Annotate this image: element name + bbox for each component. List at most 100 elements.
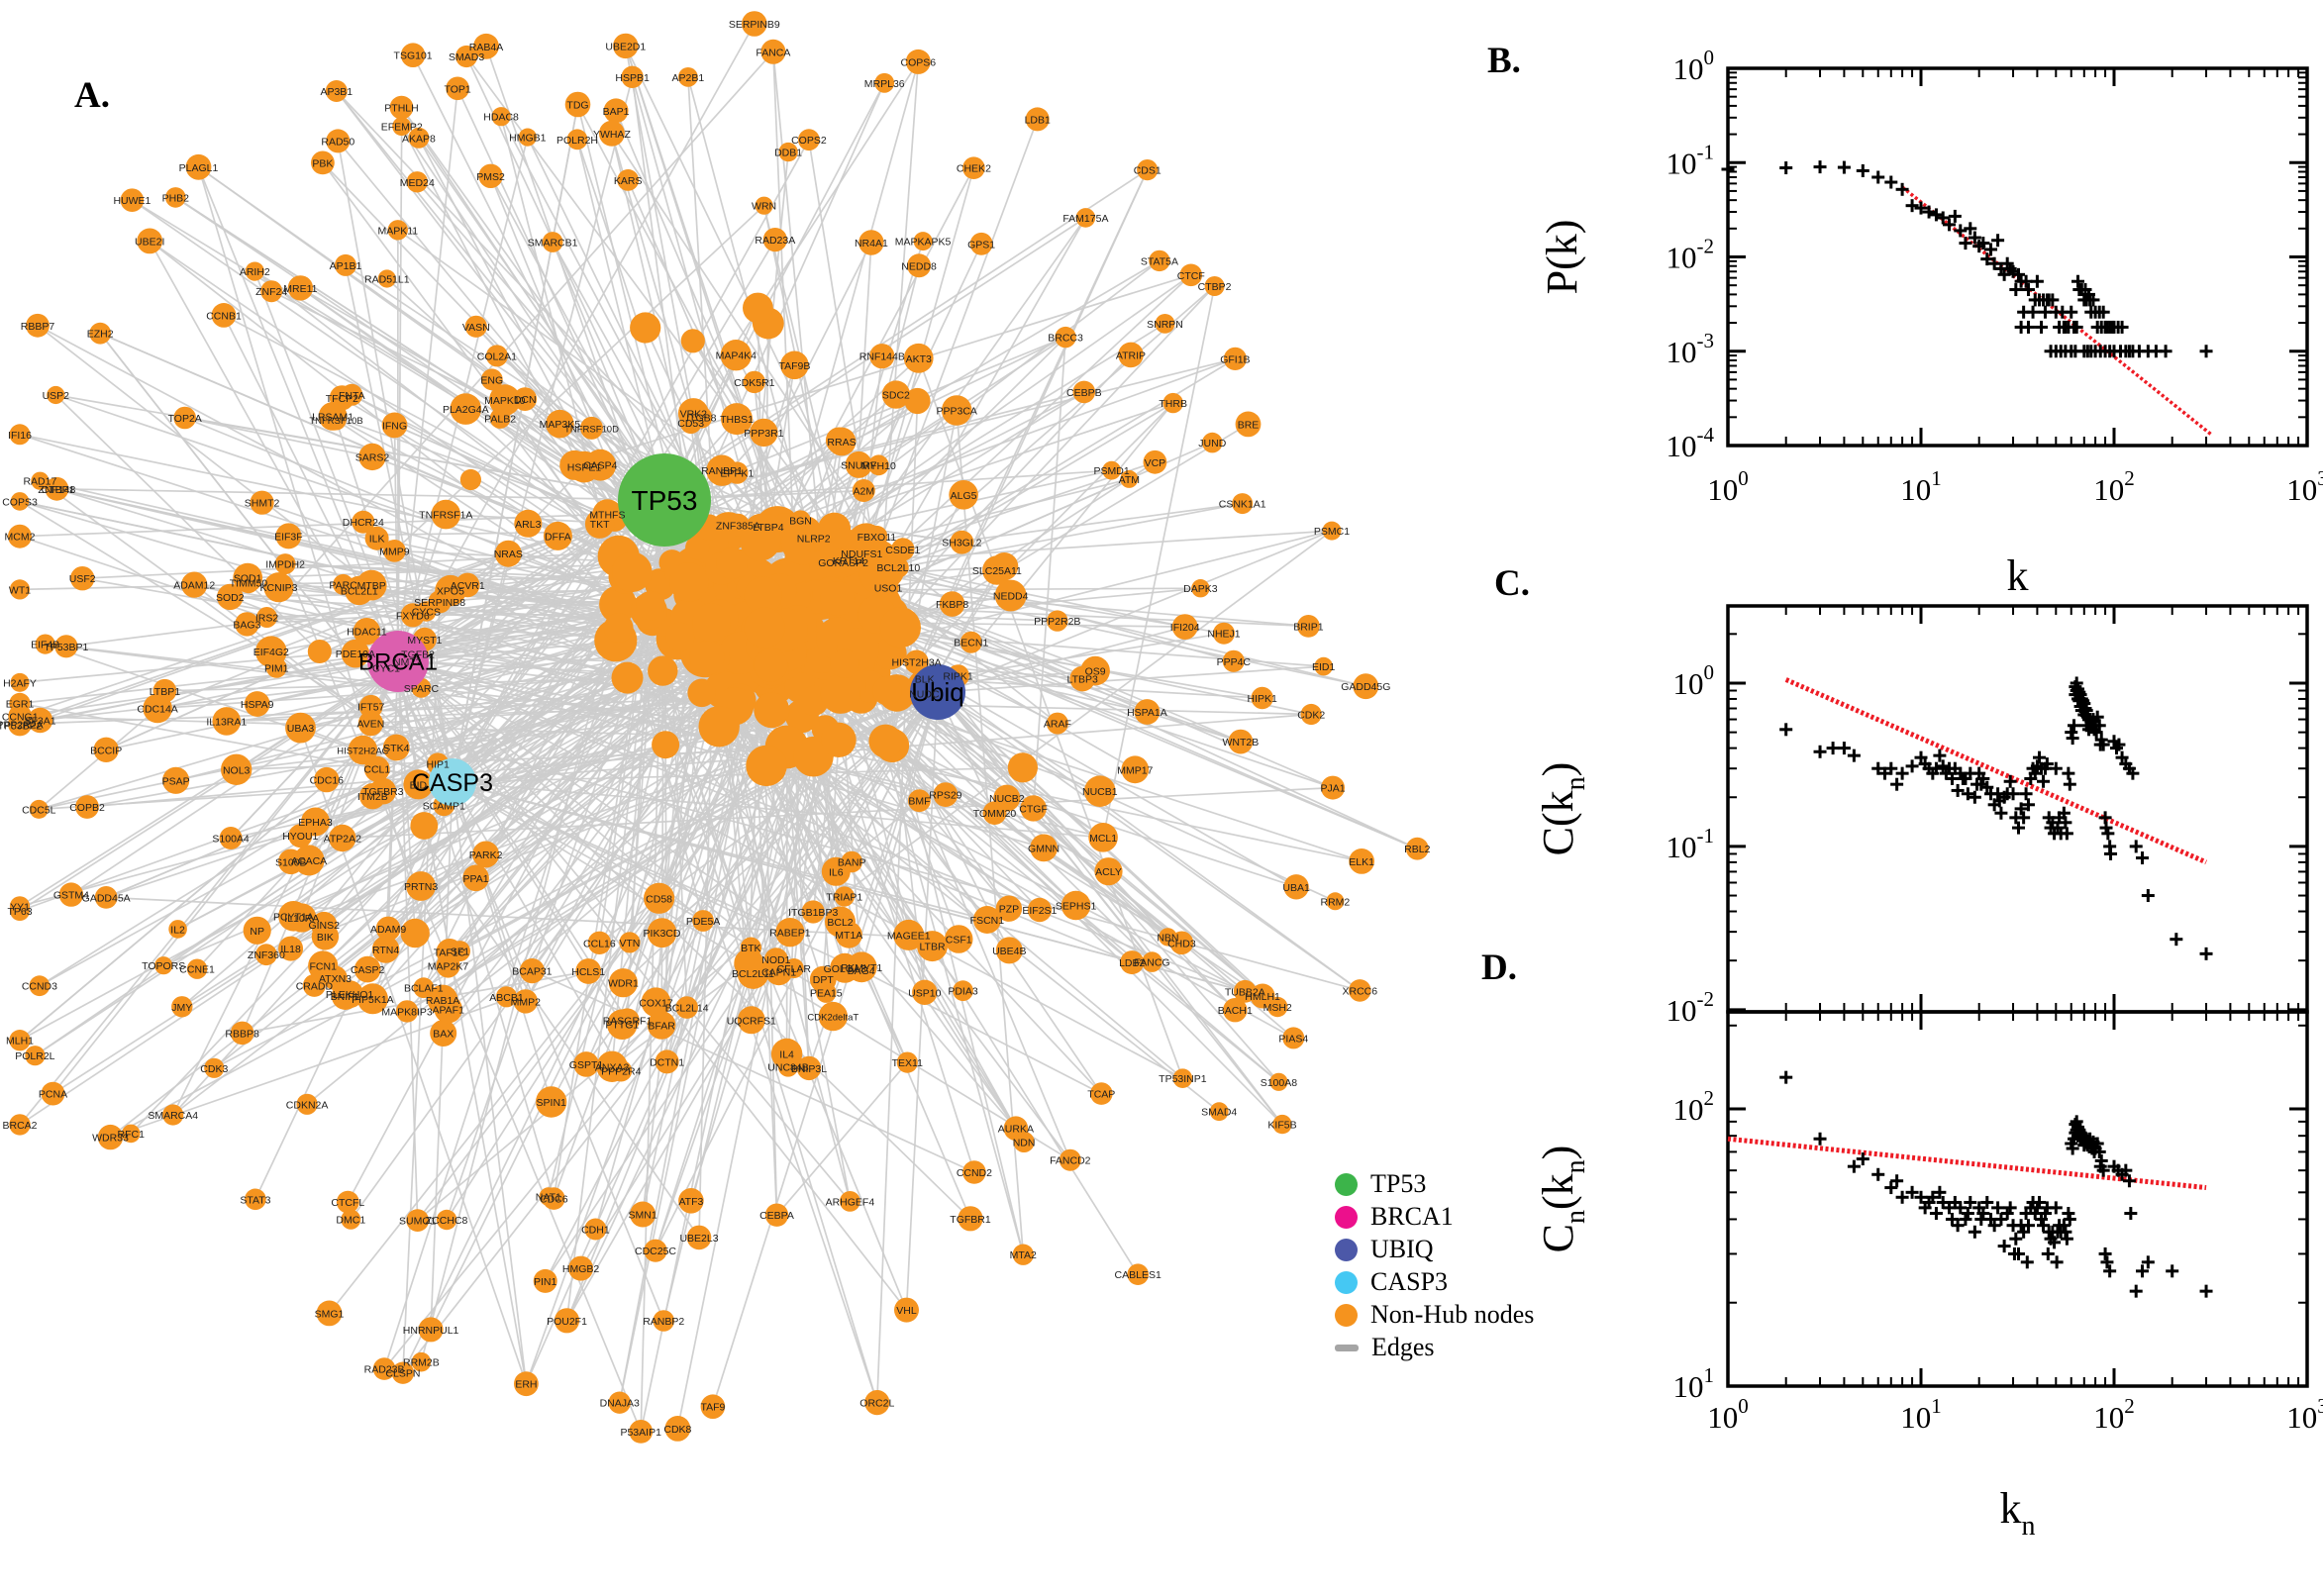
network-node-label: S100A8 [1261, 1077, 1298, 1089]
network-node-label: MTBP [357, 580, 386, 592]
network-node [400, 918, 430, 948]
network-edge [197, 166, 450, 1010]
network-node-label: IL4 [779, 1049, 794, 1061]
network-node-label: MT1A [835, 930, 862, 942]
network-edge [19, 499, 665, 912]
network-node [969, 232, 993, 255]
network-node-label: ARAF [1044, 719, 1071, 731]
network-node [1349, 979, 1371, 1002]
network-node-label: THRB [1159, 398, 1187, 410]
network-node-label: DDB1 [774, 148, 802, 159]
network-node-label: MAPK10 [484, 395, 526, 407]
network-node [377, 269, 396, 288]
network-node-label: AKAP8 [402, 133, 436, 145]
network-node-label: NP [250, 926, 264, 938]
plot-c-ytick-label: 10-1 [1666, 824, 1715, 864]
network-edge [51, 660, 399, 1095]
network-node-label: PLEKHO1 [326, 989, 374, 1001]
hub-node-ubiq [910, 664, 965, 720]
network-node [744, 607, 785, 648]
network-node [235, 612, 259, 637]
network-node-label: FBXO11 [858, 532, 897, 544]
network-node-label: COPS6 [900, 56, 936, 68]
network-edge [937, 691, 1169, 938]
network-node [834, 546, 863, 575]
network-node-label: HCLS1 [571, 966, 605, 978]
network-edge [397, 88, 458, 662]
panel-d-label: D. [1481, 948, 1517, 988]
network-node [473, 33, 499, 59]
network-node-label: CLSPN [385, 1368, 420, 1380]
network-node-label: EIF4G2 [253, 647, 289, 658]
network-node [990, 552, 1019, 581]
network-node-label: ITGB8 [686, 413, 717, 425]
network-node [1007, 752, 1038, 783]
network-node-label: USO1 [874, 582, 903, 594]
network-node [599, 585, 638, 624]
plot-b-points [1721, 160, 2213, 358]
network-node [371, 936, 400, 963]
network-node [721, 403, 753, 436]
network-node-labels: TCAP NHEJ1 IFI204 TP53INP1 P53AIP1 H2AFY SMG1 Z… [0, 19, 1431, 1439]
hub-node-casp3 [429, 758, 476, 806]
network-node [941, 395, 972, 426]
network-node-label: RAB1A [426, 995, 459, 1007]
network-node-label: TP53BP2 [0, 721, 43, 733]
plot-d-ytick-label: 101 [1673, 1363, 1715, 1404]
network-node-label: CTCF [1177, 270, 1205, 282]
node-swatch-icon [1335, 1238, 1358, 1261]
network-node [400, 603, 425, 628]
network-node [1269, 1072, 1288, 1091]
network-node-label: BCL2L11 [732, 968, 774, 980]
network-node [896, 1051, 918, 1073]
network-node [678, 67, 698, 87]
network-node-label: HUWE1 [113, 195, 151, 207]
network-node [700, 1394, 726, 1419]
network-node-label: CYC1 [372, 663, 400, 675]
legend-label: BRCA1 [1370, 1202, 1454, 1231]
network-node [648, 655, 678, 686]
plot-d-xtick-label: 101 [1900, 1394, 1942, 1435]
network-node-label: ACACA [291, 855, 327, 867]
network-edge [397, 336, 1066, 662]
network-node [821, 722, 857, 757]
network-node-label: SLC25A11 [972, 565, 1022, 577]
network-node [566, 129, 588, 150]
network-node-label: LDB1 [1025, 114, 1051, 126]
network-edge [397, 660, 947, 796]
plot-clustering-coefficient: 10-2 10-1 100 C(kn) [1534, 604, 2309, 1028]
network-node [260, 280, 283, 303]
network-node-label: HSPB1 [615, 72, 650, 84]
network-node [491, 107, 511, 127]
network-node-label: CASP2 [351, 964, 385, 976]
network-node-label: TP63 [7, 906, 32, 918]
network-node-label: IFI16 [8, 430, 32, 442]
network-node-label: HSPA1A [1127, 707, 1167, 719]
network-node-label: PSAP [162, 775, 190, 787]
network-node-label: PSMD1 [1094, 465, 1130, 477]
network-node-label: COPB2 [69, 802, 105, 814]
network-node-label: HMGB2 [562, 1263, 600, 1275]
network-node [1142, 951, 1162, 972]
network-node-label: COPS2 [791, 135, 827, 147]
network-edge [230, 660, 399, 840]
network-node-label: ACLY [1095, 866, 1122, 878]
network-node [587, 931, 612, 954]
network-node [1120, 469, 1139, 488]
network-node-label: NEDD4 [993, 591, 1029, 603]
network-node-label: BCL2 [827, 917, 853, 929]
network-node [603, 613, 634, 643]
network-edge [37, 325, 372, 586]
network-node [564, 91, 591, 118]
network-node [1213, 622, 1235, 645]
network-node-label: PBK [312, 157, 333, 169]
network-node [770, 1038, 803, 1070]
network-node [1232, 493, 1254, 515]
network-node-label: SF1 [451, 947, 469, 958]
network-node-label: H2AFY [3, 677, 37, 689]
network-node [1047, 610, 1068, 632]
network-edge [452, 781, 623, 1072]
network-node-label: VHL [896, 1305, 917, 1317]
network-edge [289, 499, 665, 949]
network-node-label: BCLAF1 [404, 983, 444, 995]
